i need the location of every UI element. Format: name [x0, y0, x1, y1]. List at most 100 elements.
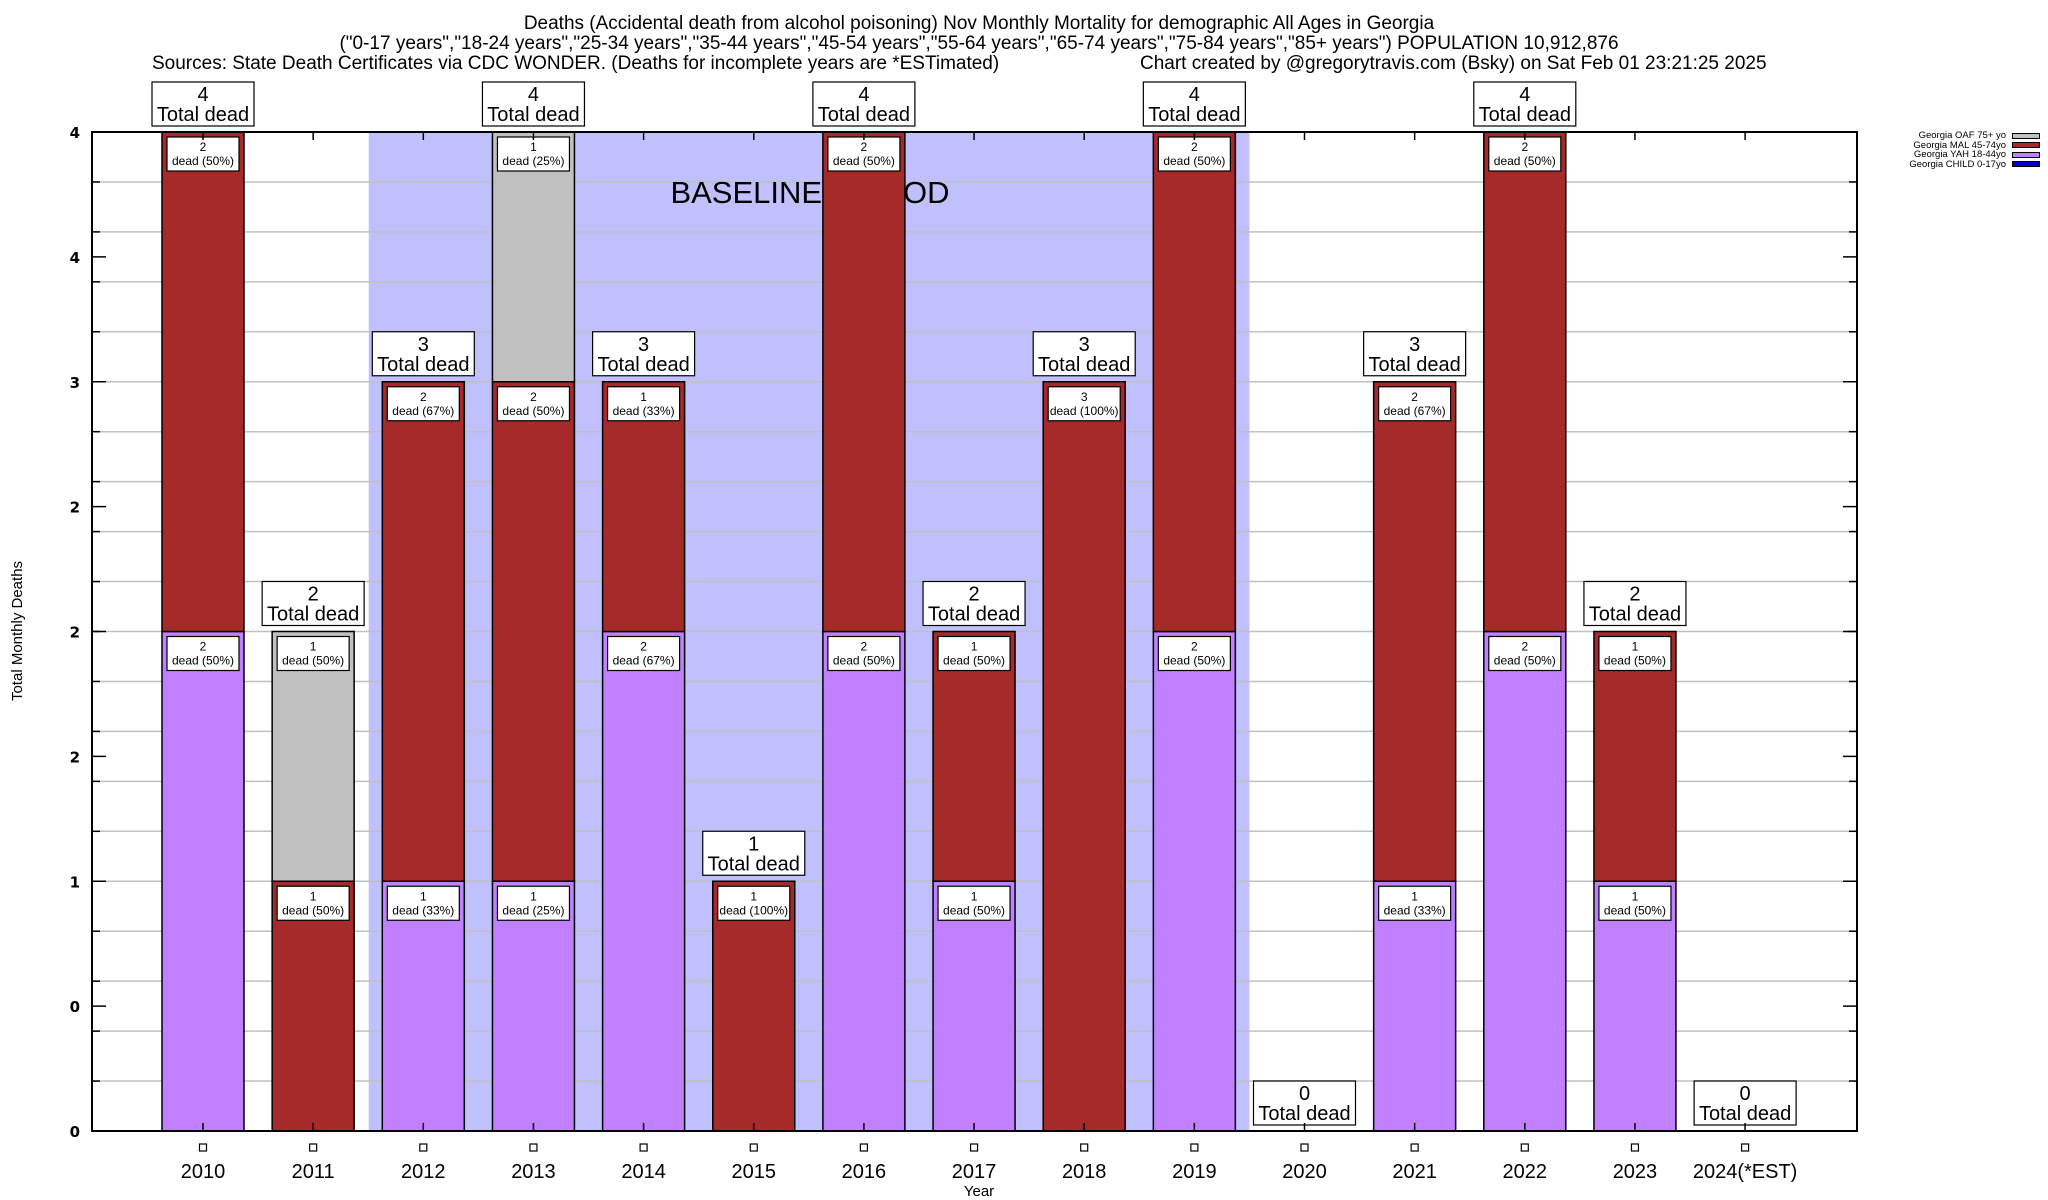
x-point-marker: [1520, 1143, 1529, 1152]
legend-item: Georgia OAF 75+ yo: [1880, 131, 2040, 141]
total-label-text: Total dead: [1479, 104, 1571, 126]
segment-label-box: [606, 386, 681, 422]
baseline-period-label: BASELINE PERIOD: [670, 175, 949, 210]
total-label-count: 4: [1519, 84, 1530, 106]
segment-label-count: 1: [530, 140, 537, 154]
bar-segment: [932, 880, 1016, 1132]
x-point-marker: [198, 1143, 208, 1152]
x-point-marker: [749, 1143, 758, 1152]
x-tick-label: 2024(*EST): [1693, 1161, 1798, 1183]
legend-label: Georgia CHILD 0-17yo: [1909, 158, 2006, 170]
segment-label-percent: dead (50%): [833, 154, 895, 168]
x-tick-label: 2020: [1282, 1161, 1327, 1183]
segment-label-box: [496, 386, 571, 422]
total-label-count: 3: [638, 334, 649, 356]
segment-label-percent: dead (33%): [613, 404, 675, 418]
bar-segment: [1042, 381, 1126, 1132]
segment-label-box: [937, 885, 1011, 921]
legend-label: Georgia OAF 75+ yo: [1918, 130, 2006, 141]
x-tick-label: 2010: [181, 1161, 226, 1183]
bar-segment: [1152, 630, 1237, 1132]
segment-label-percent: dead (50%): [1494, 154, 1556, 168]
total-label-box: [591, 331, 696, 377]
segment-label-count: 1: [640, 390, 647, 404]
total-label-box: [1583, 580, 1687, 627]
legend-swatch: [2012, 132, 2040, 139]
x-point-marker: [529, 1143, 538, 1152]
x-point-marker: [1080, 1143, 1089, 1152]
x-point-marker: [419, 1143, 428, 1152]
segment-label-count: 2: [420, 390, 427, 404]
segment-label-box: [386, 885, 460, 921]
segment-label-count: 1: [971, 640, 978, 654]
total-label-text: Total dead: [1589, 604, 1681, 626]
segment-label-box: [1157, 635, 1231, 672]
segment-label-percent: dead (67%): [392, 404, 454, 418]
total-label-count: 4: [528, 84, 539, 106]
segment-label-percent: dead (67%): [1384, 404, 1446, 418]
segment-label-box: [827, 635, 901, 672]
legend-swatch: [2012, 142, 2040, 149]
x-tick-label: 2019: [1172, 1161, 1217, 1183]
segment-label-percent: dead (50%): [833, 654, 895, 668]
total-label-text: Total dead: [377, 354, 469, 376]
segment-label-count: 1: [750, 889, 757, 903]
bar-segment: [822, 131, 906, 633]
bar-segment: [161, 630, 245, 1132]
bar-segment: [491, 381, 576, 882]
total-label-text: Total dead: [928, 604, 1020, 626]
segment-label-count: 1: [1411, 889, 1418, 903]
segment-label-count: 2: [861, 140, 868, 154]
bar-segment: [601, 381, 686, 633]
bar-segment: [161, 131, 245, 633]
segment-label-percent: dead (25%): [502, 903, 564, 917]
total-label-box: [812, 81, 916, 127]
total-label-count: 2: [968, 584, 979, 606]
segment-label-box: [1378, 386, 1452, 422]
total-label-count: 1: [748, 833, 759, 855]
segment-label-box: [496, 885, 571, 921]
segment-label-percent: dead (50%): [172, 654, 234, 668]
segment-label-percent: dead (50%): [1163, 154, 1225, 168]
y-tick-label: 2: [70, 499, 80, 517]
bar-segment: [601, 630, 686, 1132]
chart-title: Deaths (Accidental death from alcohol po…: [523, 13, 1435, 34]
total-label-box: [1252, 1080, 1357, 1126]
segment-label-box: [827, 136, 901, 172]
segment-label-count: 2: [200, 640, 207, 654]
total-label-count: 2: [308, 584, 319, 606]
bar-segment: [271, 880, 355, 1132]
total-label-box: [371, 331, 475, 377]
segment-label-percent: dead (33%): [392, 903, 454, 917]
y-tick-label: 0: [70, 998, 80, 1016]
segment-label-percent: dead (50%): [1494, 654, 1556, 668]
x-point-marker: [1740, 1143, 1750, 1152]
segment-label-count: 2: [1411, 390, 1418, 404]
total-label-text: Total dead: [157, 104, 249, 126]
segment-label-count: 3: [1081, 390, 1088, 404]
segment-label-count: 2: [1521, 640, 1528, 654]
bar-segment: [1593, 630, 1677, 882]
bar-segment: [381, 381, 466, 882]
x-tick-label: 2022: [1503, 1161, 1548, 1183]
segment-label-box: [1157, 136, 1231, 172]
total-label-count: 2: [1629, 584, 1640, 606]
segment-label-percent: dead (100%): [1050, 404, 1119, 418]
total-label-box: [261, 580, 365, 627]
x-point-marker: [309, 1143, 318, 1152]
segment-label-count: 1: [1632, 889, 1639, 903]
segment-label-box: [606, 635, 681, 672]
segment-label-box: [1047, 386, 1121, 422]
x-tick-label: 2014: [621, 1161, 666, 1183]
total-label-box: [1363, 331, 1467, 377]
legend: Georgia OAF 75+ yo Georgia MAL 45-74yo Geo…: [1880, 131, 2040, 169]
segment-label-box: [1488, 635, 1562, 672]
